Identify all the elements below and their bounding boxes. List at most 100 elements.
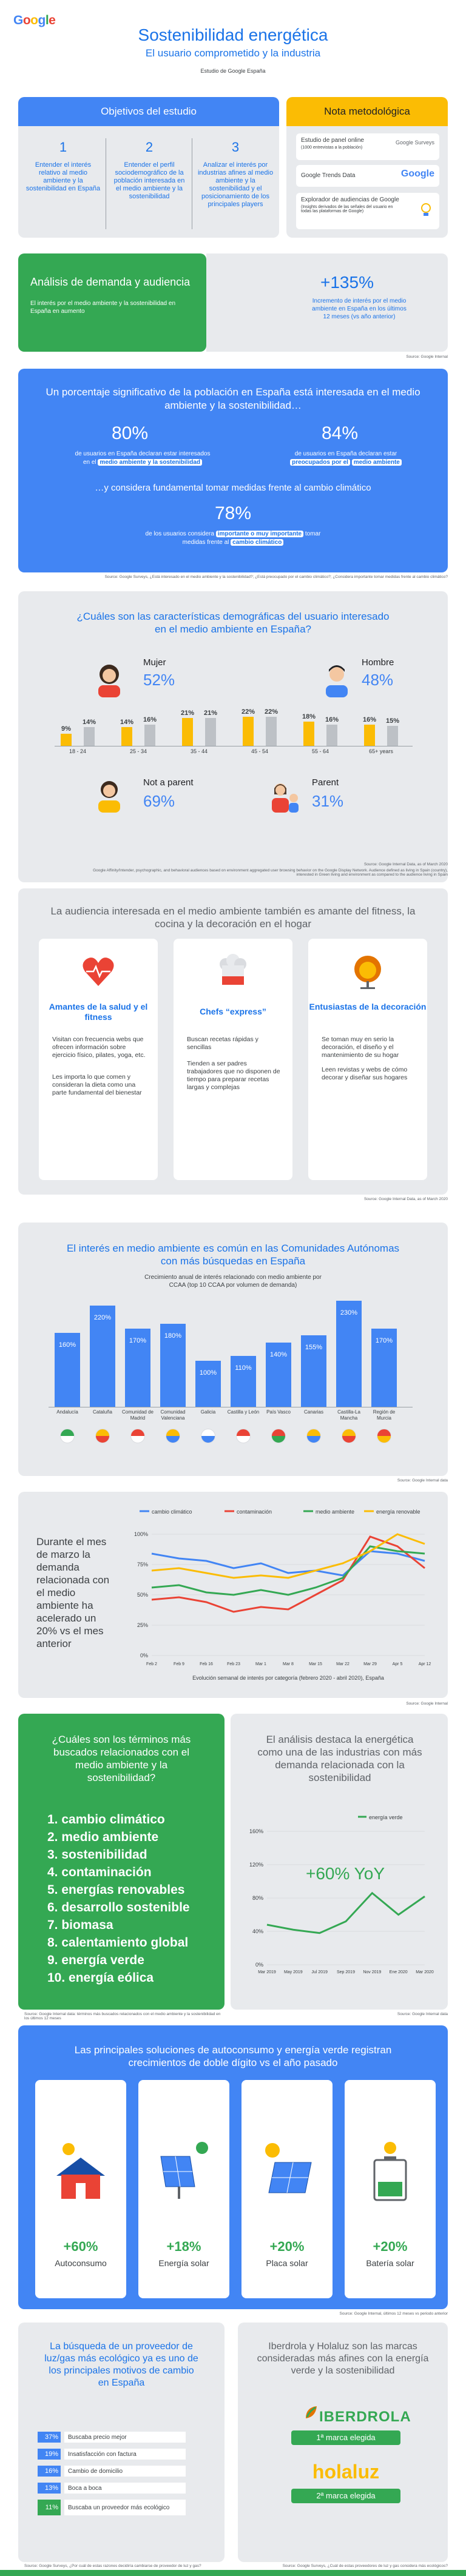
y-tick-label: 120% [249,1862,263,1868]
region-flag-icon [271,1429,286,1443]
demo-source: Source: Google Internal Data, as of Marc… [363,862,448,867]
x-tick-label: Mar 15 [309,1662,322,1666]
term-item: 8. calentamiento global [47,1936,189,1950]
ccaa-bar-label: 140% [269,1350,288,1358]
term-item: 9. energía verde [47,1953,144,1967]
legend-label: energía verde [369,1814,403,1820]
percent-panel [18,369,448,572]
age-bar-label: 15% [385,717,400,725]
ccaa-bar-label: 230% [340,1309,358,1317]
ccaa-tick-label: Canarias [303,1409,323,1415]
term-item: 4. contaminación [47,1865,152,1879]
b1-source: Source: Google Surveys, ¿Por cuál de est… [24,2564,201,2568]
note-row-audiences: Explorador de audiencias de Google (Insig… [296,193,439,229]
age-bar [364,724,375,746]
y-tick-label: 25% [137,1622,148,1628]
solution-card-placa-solar: +20% Placa solar [241,2080,333,2298]
reason-percent: 19% [38,2449,61,2460]
x-tick-label: Feb 16 [200,1662,213,1666]
switch-reasons-title: La búsqueda de un proveedor de luz/gas m… [44,2341,198,2388]
ccaa-bar-label: 100% [199,1369,217,1377]
stat-78: 78% [214,503,252,523]
y-tick-label: 0% [140,1652,148,1659]
objective-3: 3 Analizar el interés por industrias afin… [197,139,274,208]
parent-value: 31% [312,792,344,810]
x-tick-label: Feb 9 [174,1662,184,1666]
x-tick-label: Mar 8 [283,1662,294,1666]
region-flag-icon [236,1429,251,1443]
lifestyle-title: La audiencia interesada en el medio ambi… [50,905,416,930]
top-terms-list: 1. cambio climático 2. medio ambiente 3. s… [47,1811,190,1987]
y-tick-label: 0% [255,1962,263,1968]
green-energy-panel [231,1714,448,2010]
solar-plate-icon [265,2143,312,2193]
age-bar-label: 14% [82,719,96,726]
reason-row: 19% Insatisfacción con factura [38,2449,186,2460]
x-tick-label: Jul 2019 [311,1970,328,1974]
holaluz-rank-badge: 2ª marca elegida [291,2489,400,2503]
reason-text: Boca a boca [64,2483,186,2494]
reason-text: Cambio de domicilio [64,2466,186,2477]
google-brand: Google [400,169,434,179]
man-icon [326,665,348,697]
ccaa-bar-label: 170% [375,1337,393,1344]
ccaa-bar-label: 170% [129,1337,147,1344]
solution-card-bateria-solar: +20% Batería solar [345,2080,436,2298]
reason-text: Buscaba precio mejor [64,2432,186,2443]
reason-percent: 16% [38,2466,61,2477]
age-tick-label: 18 - 24 [69,748,87,754]
y-tick-label: 80% [252,1895,263,1901]
legend-label: energía renovable [376,1509,420,1515]
x-tick-label: Ene 2020 [390,1970,408,1974]
ccaa-bar [160,1324,186,1407]
hombre-value: 48% [362,671,394,689]
stat-78-text: de los usuarios considera importante o m… [145,531,321,546]
b2-source: Source: Google Surveys, ¿Cuál de estas p… [282,2564,448,2568]
ccaa-tick-label: Andalucía [56,1409,78,1415]
ccaa-tick-label: Castilla-La Mancha [337,1409,360,1421]
solution-card-autoconsumo: +60% Autoconsumo [35,2080,126,2298]
objective-2: 2 Entender el perfil sociodemográfico de … [113,139,185,200]
google-logo: Google [13,13,56,27]
age-bar-label: 16% [362,716,377,723]
stat-80-text: de usuarios en España declaran estar int… [75,451,211,466]
ccaa-bar [231,1356,256,1407]
x-tick-label: Nov 2019 [363,1970,381,1974]
age-bar-label: 16% [325,716,339,723]
age-bar-label: 22% [264,708,279,716]
term-item: 1. cambio climático [47,1813,165,1826]
parent-label: Parent [312,777,339,788]
study-label: Estudio de Google España [200,68,266,74]
x-tick-label: Mar 1 [255,1662,266,1666]
term-item: 5. energías renovables [47,1883,185,1897]
stat-80: 80% [112,423,149,443]
region-flag-icon [377,1429,391,1443]
objectives-title: Objetivos del estudio [18,97,279,126]
lightbulb-icon [421,203,431,216]
lc-source: Source: Google Internal [406,1702,448,1706]
region-flag-icon [201,1429,215,1443]
age-tick-label: 65+ years [369,748,393,754]
ccaa-bar [371,1328,397,1407]
ccaa-tick-label: Castilla y León [227,1409,260,1415]
ccaa-tick-label: Región de Murcia [373,1409,396,1421]
footer-bar [0,2570,466,2576]
ccaa-tick-label: Comunidad Valenciana [160,1409,186,1421]
term-item: 7. biomasa [47,1918,113,1932]
ccaa-tick-label: Cataluña [92,1409,113,1415]
cc-source: Source: Google Internal data [397,1478,448,1483]
legend-label: cambio climático [152,1509,192,1515]
woman-icon [98,665,120,697]
y-tick-label: 100% [134,1531,148,1537]
armchair-icon [354,956,381,989]
percent-title: Un porcentaje significativo de la poblac… [46,386,420,411]
reason-text: Insatisfacción con factura [64,2449,186,2460]
mujer-value: 52% [143,671,175,689]
age-tick-label: 45 - 54 [251,748,269,754]
region-flag-icon [60,1429,75,1443]
green-energy-chart: energía verde 0% 40% 80% 120% 160% Mar 2019 May… [249,1814,434,1974]
x-tick-label: Feb 23 [227,1662,240,1666]
iberdrola-leaf-icon [306,2406,317,2418]
demand-text: El interés por el medio ambiente y la so… [30,300,176,315]
region-flag-icon [130,1429,145,1443]
